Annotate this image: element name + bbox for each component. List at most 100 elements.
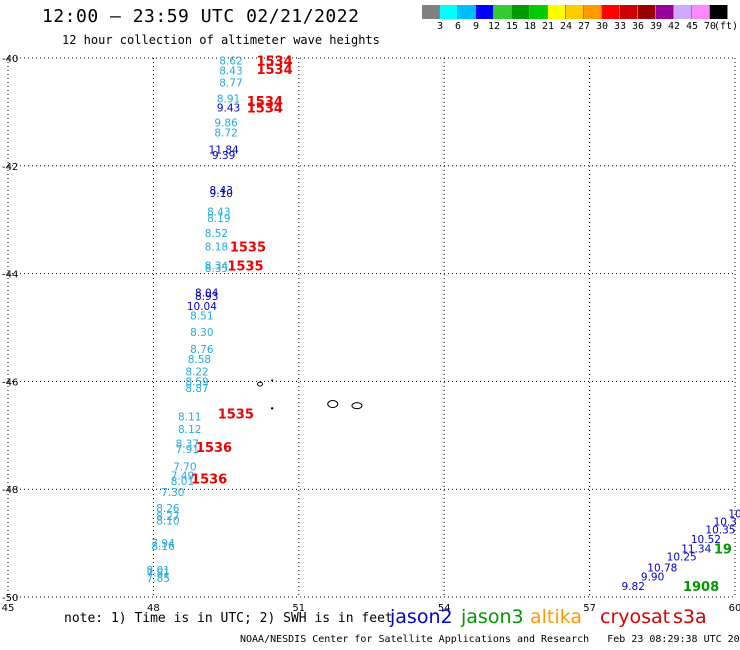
legend-tick-label: 30 xyxy=(595,21,609,32)
pass-time-label: 1536 xyxy=(196,441,232,456)
y-tick-label: -44 xyxy=(2,270,18,281)
wave-height-value: 8.26 xyxy=(156,503,180,515)
wave-height-value: 9.39 xyxy=(212,150,235,162)
wave-height-value: 10.3 xyxy=(714,517,737,529)
legend-swatch xyxy=(458,5,476,19)
y-tick-label: -48 xyxy=(2,485,18,496)
legend-swatch xyxy=(620,5,638,19)
legend-tick-label: 15 xyxy=(505,21,519,32)
legend-swatch xyxy=(692,5,710,19)
wave-height-value: 8.58 xyxy=(188,354,211,366)
wave-height-value: 10.78 xyxy=(647,562,677,574)
wave-height-value: 8.04 xyxy=(195,287,219,299)
wave-height-value: 8.30 xyxy=(190,327,213,339)
wave-height-value: 8.76 xyxy=(190,344,214,356)
wave-height-value: 8.16 xyxy=(151,541,175,553)
wave-height-value: 8.19 xyxy=(207,213,230,225)
color-scale-ticks: 3 6 9 12 15 18 21 24 27 30 33 36 39 42 45 70 (ft) xyxy=(422,21,740,35)
legend-tick-label: 9 xyxy=(472,21,480,32)
wave-height-value: 9.10 xyxy=(210,188,233,200)
x-tick-label: 51 xyxy=(292,603,305,614)
color-scale-legend xyxy=(422,5,728,19)
wave-height-value: 8.34 xyxy=(205,261,229,273)
wave-height-value: 8.01 xyxy=(171,476,194,488)
wave-height-value: 8.01 xyxy=(147,565,170,577)
legend-swatch xyxy=(584,5,602,19)
x-tick-label: 54 xyxy=(438,603,451,614)
pass-time-label: 19 xyxy=(714,542,732,557)
legend-tick-label: 3 xyxy=(436,21,444,32)
satellite-label: s3a xyxy=(673,606,707,628)
legend-tick-label: 70 xyxy=(703,21,717,32)
island-outline xyxy=(257,381,264,387)
wave-height-value: 9.86 xyxy=(214,118,238,130)
wave-height-value: 7.85 xyxy=(147,573,170,585)
pass-time-label: 1534 xyxy=(247,102,283,117)
wave-height-value: 7.30 xyxy=(161,487,184,499)
legend-tick-label: 24 xyxy=(559,21,573,32)
wave-height-value: 10.04 xyxy=(187,301,217,313)
wave-height-value: 8.11 xyxy=(178,411,201,423)
wave-height-value: 9.90 xyxy=(641,572,664,584)
island-dot xyxy=(271,379,274,382)
legend-swatch xyxy=(602,5,620,19)
y-tick-label: -50 xyxy=(2,593,18,604)
satellite-label: jason2 xyxy=(390,606,453,628)
legend-tick-label: 33 xyxy=(613,21,627,32)
pass-time-label: 1535 xyxy=(227,260,263,275)
satellite-label: cryosat xyxy=(600,606,671,628)
pass-time-label: 1534 xyxy=(256,55,292,70)
legend-swatch xyxy=(494,5,512,19)
wave-height-value: 10.25 xyxy=(667,552,697,564)
wave-height-value: 8.35 xyxy=(205,263,228,275)
chart-title: 12:00 – 23:59 UTC 02/21/2022 xyxy=(42,6,360,27)
wave-height-value: 10.35 xyxy=(705,525,735,537)
pass-time-label: 1535 xyxy=(230,241,266,256)
legend-tick-label: 45 xyxy=(685,21,699,32)
x-tick-label: 48 xyxy=(147,603,160,614)
wave-height-value: 8.52 xyxy=(205,228,228,240)
wave-height-value: 10.52 xyxy=(691,534,721,546)
legend-swatch xyxy=(656,5,674,19)
legend-tick-label: 36 xyxy=(631,21,645,32)
legend-swatch xyxy=(674,5,692,19)
footer-credit: NOAA/NESDIS Center for Satellite Applica… xyxy=(240,634,740,645)
y-tick-label: -42 xyxy=(2,162,18,173)
y-tick-label: -46 xyxy=(2,377,18,388)
x-tick-label: 45 xyxy=(2,603,15,614)
pass-time-label: 1536 xyxy=(191,472,227,487)
wave-height-value: 8.22 xyxy=(185,367,208,379)
pass-time-label: 1534 xyxy=(256,63,292,78)
wave-height-value: 8.43 xyxy=(210,185,233,197)
wave-height-value: 7.91 xyxy=(176,444,199,456)
wave-height-value: 8.59 xyxy=(185,376,208,388)
wave-height-value: 8.37 xyxy=(176,438,199,450)
wave-height-value: 8.93 xyxy=(195,291,218,303)
wave-height-value: 9.82 xyxy=(622,581,645,593)
legend-tick-label: 42 xyxy=(667,21,681,32)
wave-height-value: 8.51 xyxy=(190,311,213,323)
legend-tick-label: 12 xyxy=(487,21,501,32)
island-dot xyxy=(270,407,274,410)
wave-height-value: 7.94 xyxy=(151,538,175,550)
legend-swatch xyxy=(530,5,548,19)
legend-swatch xyxy=(638,5,656,19)
island-outline xyxy=(327,400,339,409)
island-outline xyxy=(351,402,363,410)
legend-tick-label: 6 xyxy=(454,21,462,32)
legend-swatch xyxy=(710,5,728,19)
wave-height-value: 11.84 xyxy=(209,145,239,157)
y-tick-label: -40 xyxy=(2,54,18,65)
legend-tick-label: 18 xyxy=(523,21,537,32)
pass-time-label: 1534 xyxy=(247,95,283,110)
wave-height-value: 8.72 xyxy=(214,127,237,139)
wave-height-value: 8.12 xyxy=(178,424,201,436)
wave-height-value: 8.62 xyxy=(219,56,242,68)
legend-swatch xyxy=(440,5,458,19)
legend-swatch xyxy=(476,5,494,19)
wave-height-value: 8.10 xyxy=(156,515,179,527)
wave-height-value: 7.49 xyxy=(171,471,194,483)
legend-tick-label: (ft) xyxy=(713,21,739,32)
wave-height-value: 7.70 xyxy=(173,462,196,474)
